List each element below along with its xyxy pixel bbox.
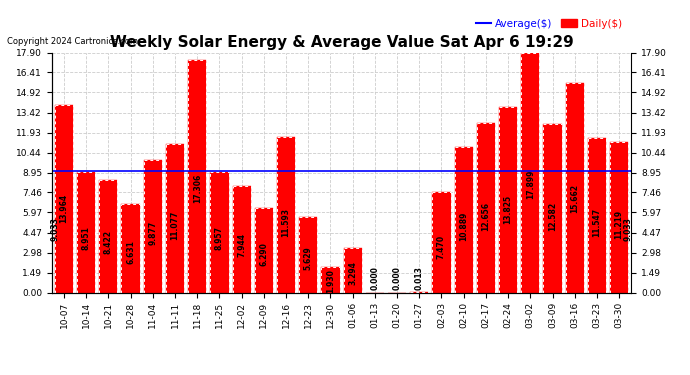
Bar: [299, 217, 317, 292]
Text: 17.899: 17.899: [526, 170, 535, 199]
Text: 7.944: 7.944: [237, 232, 246, 256]
Bar: [210, 172, 228, 292]
Text: 0.013: 0.013: [415, 267, 424, 290]
Text: 12.656: 12.656: [482, 202, 491, 231]
Bar: [588, 138, 606, 292]
Text: 0.000: 0.000: [371, 267, 380, 291]
Text: 9.033: 9.033: [623, 217, 632, 242]
Text: 0.000: 0.000: [393, 267, 402, 291]
Bar: [566, 82, 584, 292]
Text: 11.077: 11.077: [170, 211, 179, 240]
Text: 9.877: 9.877: [148, 221, 157, 245]
Text: 9.033: 9.033: [51, 217, 60, 242]
Text: 1.930: 1.930: [326, 269, 335, 293]
Text: 6.290: 6.290: [259, 243, 268, 267]
Bar: [322, 267, 339, 292]
Bar: [144, 160, 162, 292]
Bar: [99, 180, 117, 292]
Text: 8.951: 8.951: [81, 226, 90, 251]
Title: Weekly Solar Energy & Average Value Sat Apr 6 19:29: Weekly Solar Energy & Average Value Sat …: [110, 35, 573, 50]
Text: 17.306: 17.306: [193, 174, 201, 203]
Text: 6.631: 6.631: [126, 240, 135, 264]
Bar: [277, 137, 295, 292]
Bar: [255, 208, 273, 292]
Bar: [188, 60, 206, 292]
Text: 11.593: 11.593: [282, 208, 290, 237]
Text: 7.470: 7.470: [437, 236, 446, 260]
Text: 15.662: 15.662: [570, 183, 579, 213]
Legend: Average($), Daily($): Average($), Daily($): [471, 15, 626, 33]
Text: 13.825: 13.825: [504, 195, 513, 224]
Bar: [544, 124, 562, 292]
Bar: [121, 204, 139, 292]
Bar: [233, 186, 250, 292]
Text: 11.219: 11.219: [615, 210, 624, 239]
Bar: [477, 123, 495, 292]
Bar: [610, 142, 628, 292]
Text: 8.422: 8.422: [104, 230, 113, 254]
Text: 11.547: 11.547: [593, 208, 602, 237]
Bar: [166, 144, 184, 292]
Bar: [433, 192, 451, 292]
Text: Copyright 2024 Cartronics.com: Copyright 2024 Cartronics.com: [7, 38, 138, 46]
Text: 10.889: 10.889: [459, 212, 469, 242]
Bar: [55, 105, 73, 292]
Text: 12.582: 12.582: [548, 202, 557, 231]
Text: 5.629: 5.629: [304, 247, 313, 270]
Text: 8.957: 8.957: [215, 226, 224, 251]
Bar: [455, 147, 473, 292]
Bar: [344, 248, 362, 292]
Bar: [521, 53, 540, 292]
Text: 13.964: 13.964: [59, 194, 68, 223]
Text: 3.294: 3.294: [348, 261, 357, 285]
Bar: [77, 172, 95, 292]
Bar: [499, 107, 518, 292]
